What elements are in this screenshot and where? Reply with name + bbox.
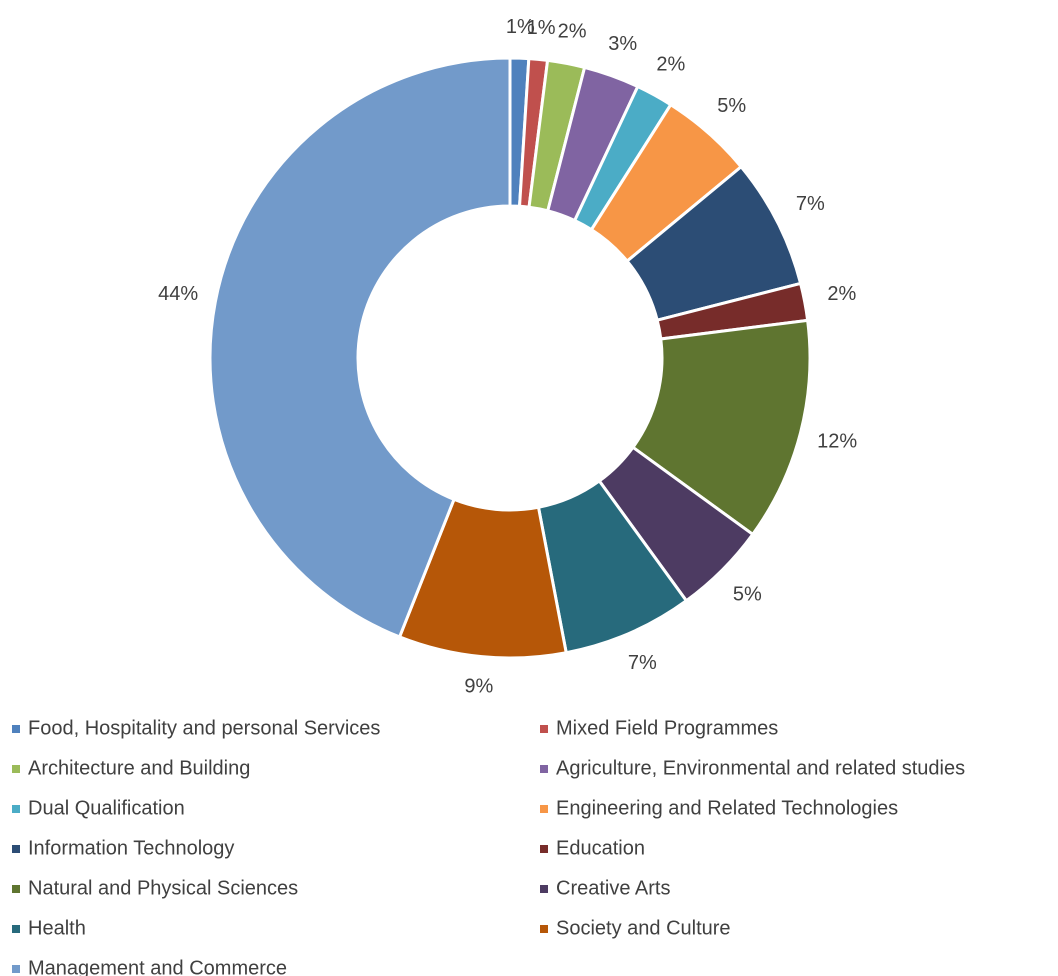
legend-label: Information Technology [28, 837, 234, 859]
data-label: 44% [158, 283, 198, 305]
legend-swatch [12, 885, 20, 893]
legend-swatch [12, 845, 20, 853]
legend-label: Dual Qualification [28, 797, 185, 819]
donut-slice [208, 56, 512, 639]
data-label: 5% [733, 584, 762, 606]
legend-swatch [12, 965, 20, 973]
legend-label: Creative Arts [556, 877, 670, 899]
data-label: 3% [608, 33, 637, 55]
data-label: 7% [628, 652, 657, 674]
legend-swatch [540, 925, 548, 933]
legend-label: Agriculture, Environmental and related s… [556, 757, 965, 779]
data-label: 1% [506, 16, 535, 38]
data-label: 12% [817, 430, 857, 452]
legend-label: Management and Commerce [28, 957, 287, 976]
legend-label: Engineering and Related Technologies [556, 797, 898, 819]
legend-swatch [540, 805, 548, 813]
legend-swatch [540, 765, 548, 773]
data-label: 2% [827, 283, 856, 305]
data-label: 2% [558, 21, 587, 43]
data-label: 2% [656, 54, 685, 76]
legend-swatch [12, 765, 20, 773]
legend-swatch [12, 805, 20, 813]
legend-label: Natural and Physical Sciences [28, 877, 298, 899]
data-label: 9% [464, 676, 493, 698]
data-label: 1% [527, 17, 556, 39]
legend-label: Health [28, 917, 86, 939]
legend-label: Education [556, 837, 645, 859]
data-label: 7% [796, 193, 825, 215]
legend-label: Mixed Field Programmes [556, 717, 778, 739]
legend-swatch [540, 885, 548, 893]
legend-label: Architecture and Building [28, 757, 250, 779]
legend-swatch [12, 925, 20, 933]
legend-swatch [12, 725, 20, 733]
legend-swatch [540, 725, 548, 733]
legend-label: Food, Hospitality and personal Services [28, 717, 380, 739]
data-label: 5% [717, 95, 746, 117]
legend-label: Society and Culture [556, 917, 731, 939]
legend-swatch [540, 845, 548, 853]
